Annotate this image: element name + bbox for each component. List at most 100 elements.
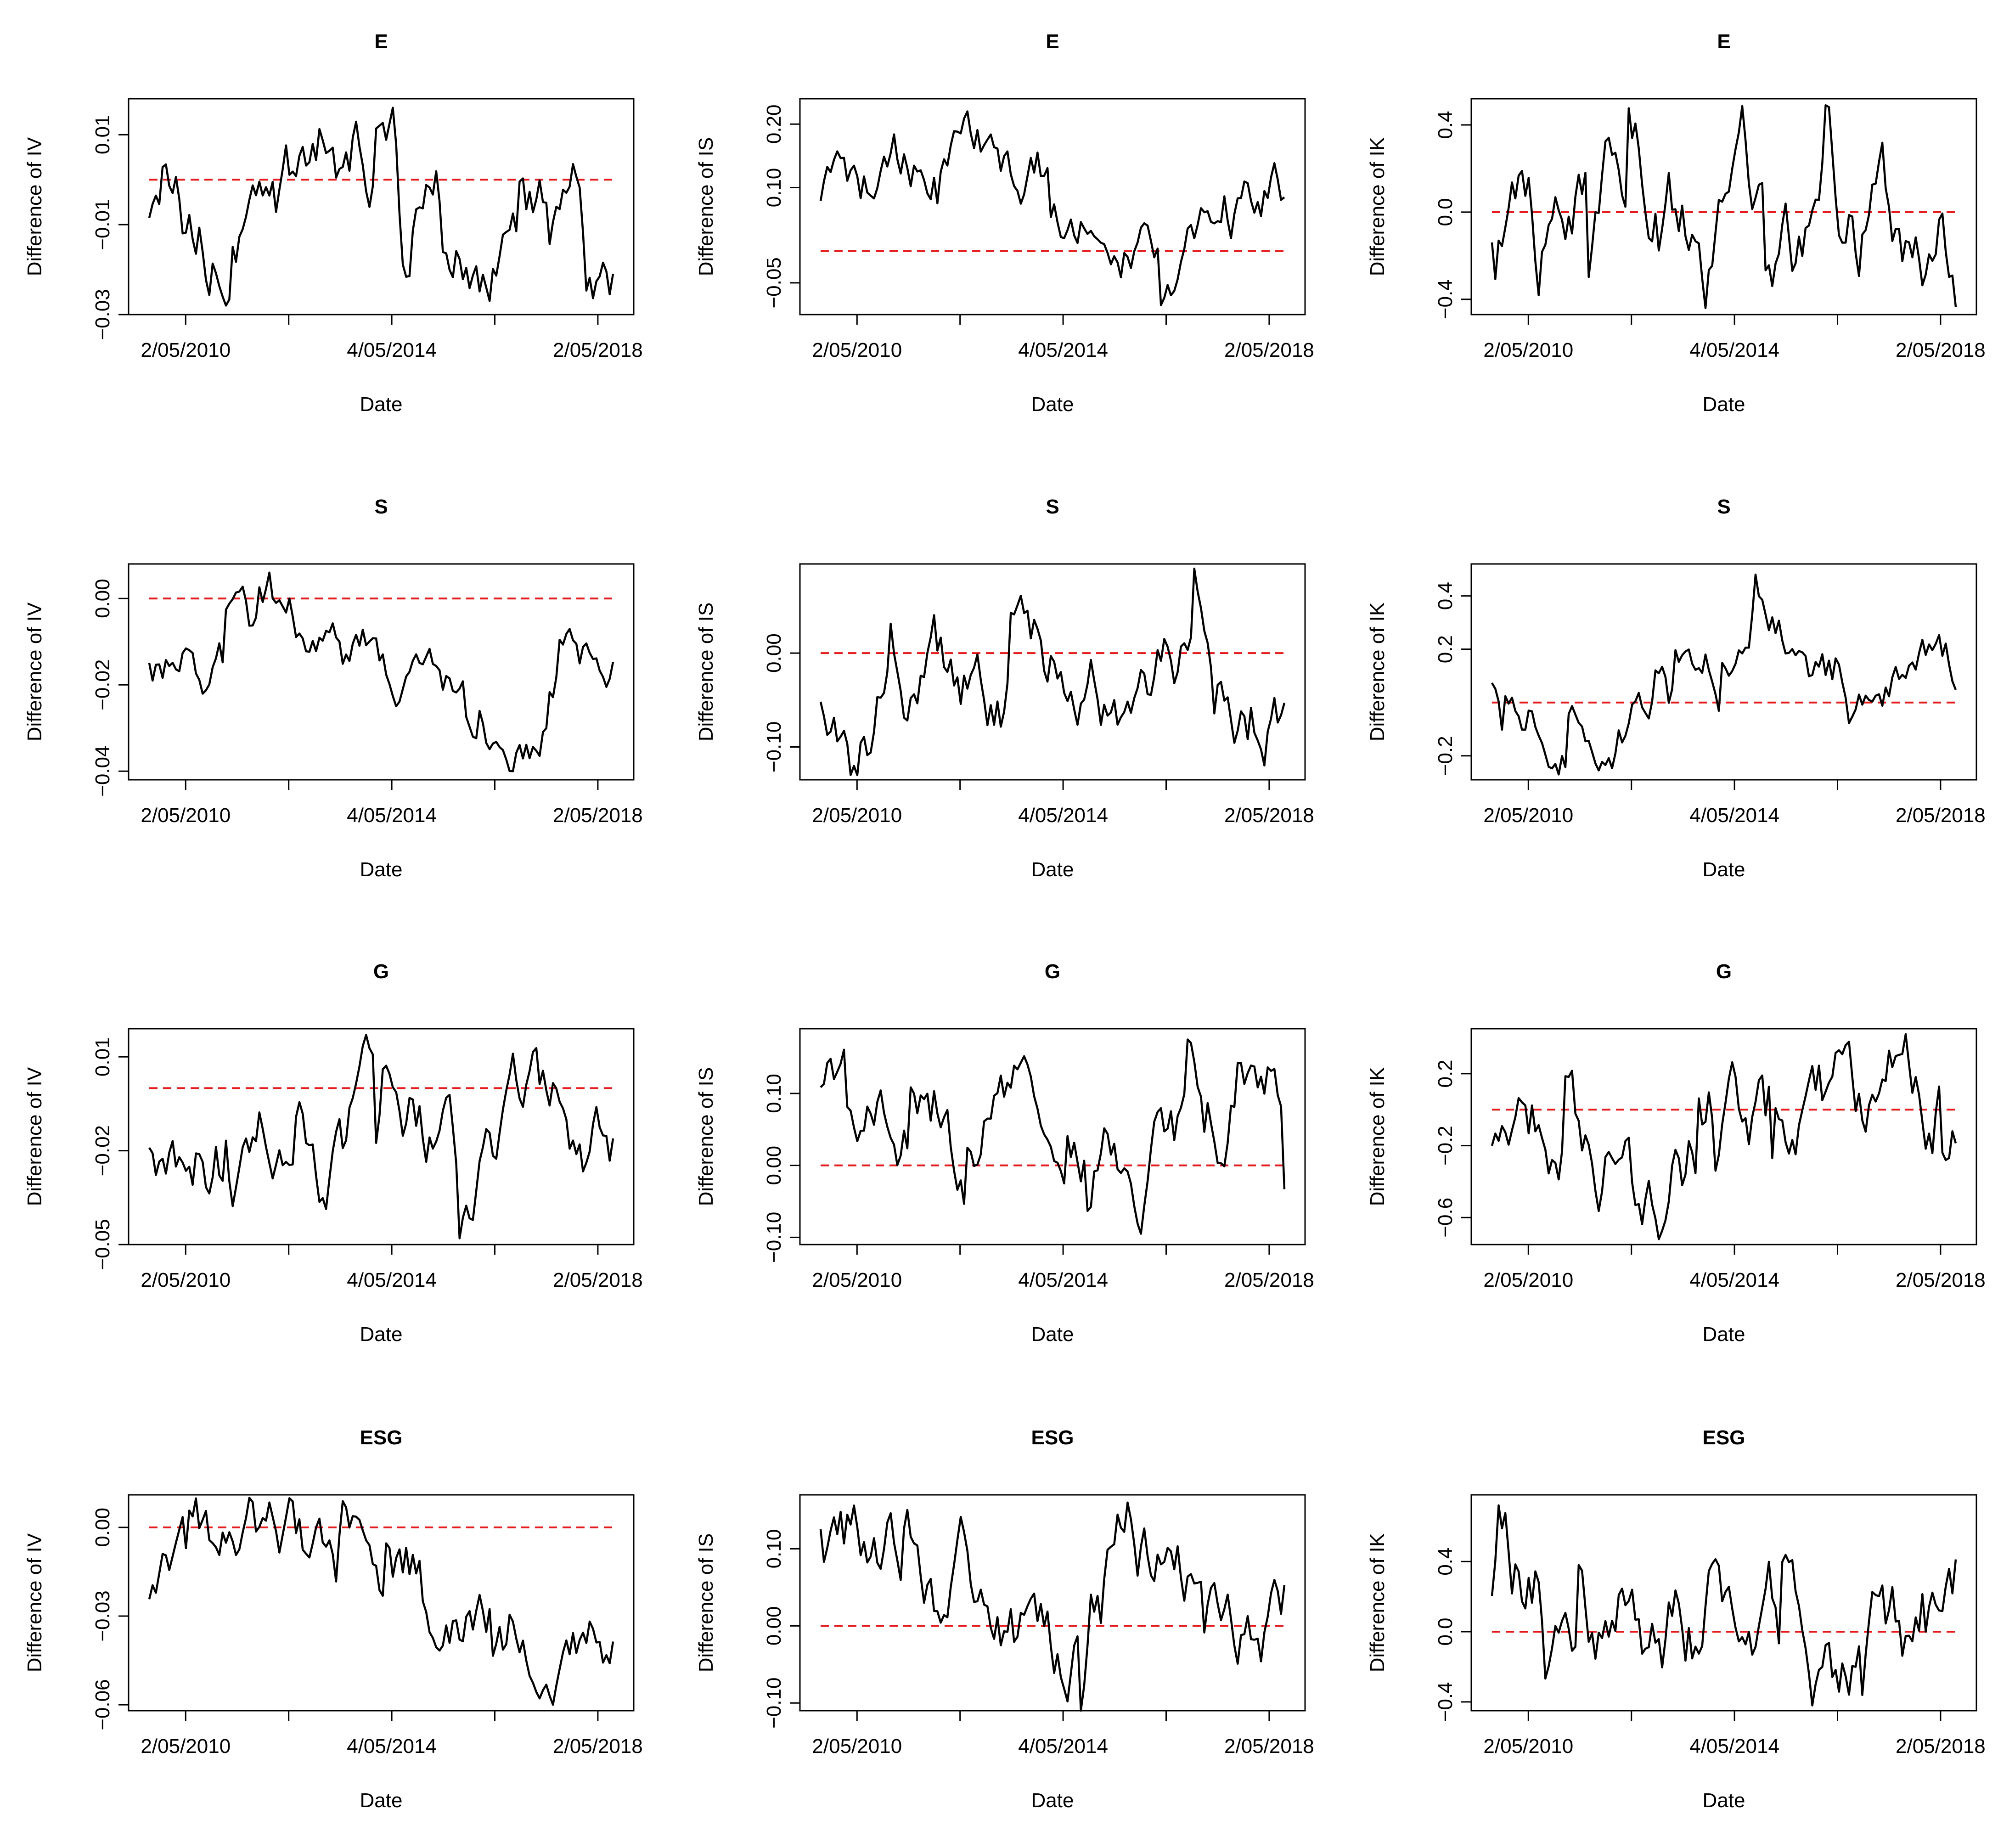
x-tick-label: 2/05/2018 xyxy=(1896,1269,1986,1291)
x-tick-label: 2/05/2010 xyxy=(141,339,231,361)
y-axis-label: Difference of IK xyxy=(1366,603,1389,741)
x-axis-label: Date xyxy=(360,393,403,416)
x-tick-label: 2/05/2010 xyxy=(812,1269,902,1291)
series-line xyxy=(148,1497,614,1706)
y-axis-label: Difference of IS xyxy=(695,137,717,276)
x-tick-label: 2/05/2010 xyxy=(1483,804,1573,827)
y-tick-label: −0.01 xyxy=(91,199,114,250)
x-tick-label: 4/05/2014 xyxy=(1689,1735,1779,1758)
x-tick-label: 2/05/2010 xyxy=(812,339,902,361)
series-line xyxy=(148,1034,614,1240)
y-tick-label: 0.01 xyxy=(91,115,114,155)
panel-title: G xyxy=(1716,960,1732,983)
y-tick-label: −0.06 xyxy=(91,1679,114,1730)
panel-esg-ik: ESG −0.4 0.0 0.4 2/05/2010 4/05/2014 2/05/2018… xyxy=(1366,1426,1986,1812)
panel-title: E xyxy=(1717,30,1730,53)
y-axis-label: Difference of IV xyxy=(23,602,46,741)
y-axis-label: Difference of IS xyxy=(695,603,717,741)
y-tick-label: 0.4 xyxy=(1434,582,1457,610)
y-tick-label: −0.6 xyxy=(1434,1198,1457,1238)
plot-frame xyxy=(799,1028,1306,1245)
series-line xyxy=(819,110,1285,306)
y-tick-label: −0.04 xyxy=(91,746,114,797)
x-tick-label: 4/05/2014 xyxy=(1689,339,1779,361)
y-tick-label: 0.10 xyxy=(763,168,785,208)
series-line xyxy=(819,567,1286,777)
x-axis-label: Date xyxy=(1031,858,1074,881)
x-tick-label: 4/05/2014 xyxy=(347,1269,437,1291)
x-tick-label: 2/05/2018 xyxy=(1896,339,1986,361)
x-tick-label: 2/05/2018 xyxy=(553,1735,643,1758)
panel-title: E xyxy=(1046,30,1059,53)
x-tick-label: 2/05/2010 xyxy=(141,804,231,827)
y-tick-label: −0.10 xyxy=(763,721,785,772)
panel-title: ESG xyxy=(1703,1426,1745,1449)
x-tick-label: 2/05/2010 xyxy=(141,1735,231,1758)
series-line xyxy=(1491,1033,1957,1240)
y-tick-label: −0.10 xyxy=(763,1212,785,1263)
panel-title: G xyxy=(373,960,389,983)
x-axis-label: Date xyxy=(1031,1323,1074,1346)
x-axis-label: Date xyxy=(1703,1789,1745,1812)
y-tick-label: 0.4 xyxy=(1434,1548,1457,1576)
y-tick-label: −0.02 xyxy=(91,1125,114,1176)
y-tick-label: 0.00 xyxy=(763,1146,785,1185)
y-tick-label: 0.2 xyxy=(1434,1059,1457,1087)
plot-frame xyxy=(1470,1494,1977,1712)
panel-s-is: S −0.10 0.00 2/05/2010 4/05/2014 2/05/2018 Dat… xyxy=(695,496,1314,881)
plot-frame xyxy=(128,1028,635,1245)
y-axis-label: Difference of IS xyxy=(695,1067,717,1206)
plot-frame xyxy=(1470,563,1977,781)
panel-s-iv: S −0.04 −0.02 0.00 2/05/2010 4/05/2014 2/05/20… xyxy=(23,496,643,881)
panel-title: S xyxy=(1717,496,1730,518)
y-tick-label: 0.4 xyxy=(1434,111,1457,139)
panel-title: ESG xyxy=(360,1426,403,1449)
x-tick-label: 2/05/2010 xyxy=(812,1735,902,1758)
x-axis-label: Date xyxy=(1031,1789,1074,1812)
y-tick-label: −0.03 xyxy=(91,1590,114,1641)
x-tick-label: 2/05/2010 xyxy=(1483,1269,1573,1291)
series-line xyxy=(820,1038,1286,1235)
x-tick-label: 2/05/2018 xyxy=(1896,1735,1986,1758)
y-tick-label: 0.01 xyxy=(91,1037,114,1076)
y-axis-label: Difference of IK xyxy=(1366,137,1389,276)
y-tick-label: 0.20 xyxy=(763,104,785,144)
plot-frame xyxy=(1470,1028,1977,1245)
y-axis-label: Difference of IK xyxy=(1366,1067,1389,1206)
x-tick-label: 4/05/2014 xyxy=(1018,1269,1108,1291)
y-tick-label: −0.2 xyxy=(1434,1126,1457,1166)
series-line xyxy=(148,107,614,307)
x-tick-label: 2/05/2018 xyxy=(1224,339,1314,361)
series-line xyxy=(1491,1504,1957,1707)
plot-frame xyxy=(128,563,635,781)
panel-g-is: G −0.10 0.00 0.10 2/05/2010 4/05/2014 2/05/201… xyxy=(695,960,1314,1346)
x-tick-label: 2/05/2018 xyxy=(553,339,643,361)
x-tick-label: 4/05/2014 xyxy=(1689,804,1779,827)
y-tick-label: −0.05 xyxy=(91,1219,114,1270)
y-tick-label: −0.2 xyxy=(1434,736,1457,776)
x-axis-label: Date xyxy=(360,1789,403,1812)
y-tick-label: −0.10 xyxy=(763,1678,785,1729)
x-tick-label: 2/05/2018 xyxy=(1224,1269,1314,1291)
x-tick-label: 4/05/2014 xyxy=(347,339,437,361)
y-tick-label: −0.4 xyxy=(1434,279,1457,319)
x-axis-label: Date xyxy=(1703,393,1745,416)
plot-frame xyxy=(799,1494,1306,1712)
y-tick-label: −0.4 xyxy=(1434,1682,1457,1722)
panel-title: ESG xyxy=(1031,1426,1074,1449)
x-tick-label: 2/05/2010 xyxy=(1483,339,1573,361)
y-tick-label: 0.00 xyxy=(91,579,114,618)
y-axis-label: Difference of IV xyxy=(23,137,46,276)
series-line xyxy=(1491,104,1957,310)
y-tick-label: 0.00 xyxy=(763,1606,785,1646)
y-axis-label: Difference of IK xyxy=(1366,1533,1389,1672)
panel-g-ik: G −0.6 −0.2 0.2 2/05/2010 4/05/2014 2/05/2018 D… xyxy=(1366,960,1986,1346)
panel-esg-is: ESG −0.10 0.00 0.10 2/05/2010 4/05/2014 2/05/2… xyxy=(695,1426,1314,1812)
y-tick-label: 0.10 xyxy=(763,1074,785,1113)
y-tick-label: −0.02 xyxy=(91,659,114,710)
x-tick-label: 4/05/2014 xyxy=(1018,339,1108,361)
panel-title: S xyxy=(374,496,388,518)
x-tick-label: 4/05/2014 xyxy=(1018,1735,1108,1758)
y-tick-label: −0.03 xyxy=(91,289,114,340)
